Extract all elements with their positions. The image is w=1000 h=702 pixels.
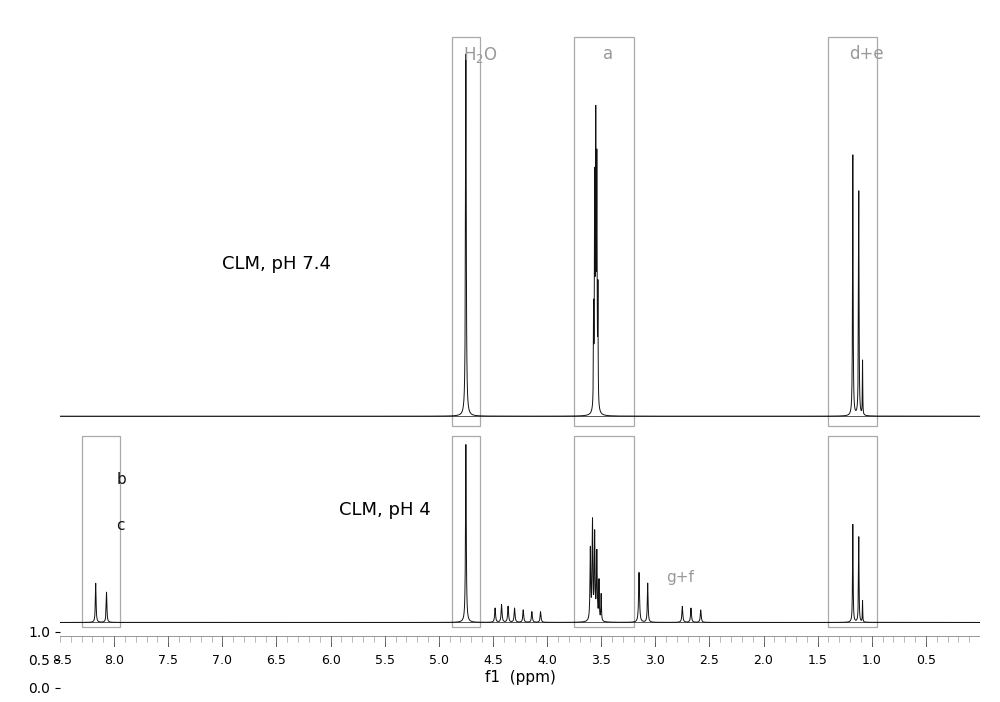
Text: 3.5: 3.5 — [591, 654, 611, 668]
Bar — [574, 37, 634, 425]
Bar — [452, 436, 480, 627]
Text: 4.0: 4.0 — [537, 654, 557, 668]
Text: 1.5: 1.5 — [808, 654, 828, 668]
Text: f1  (ppm): f1 (ppm) — [485, 670, 555, 685]
Text: g+f: g+f — [666, 570, 694, 585]
Text: a: a — [603, 45, 613, 62]
Bar — [828, 37, 877, 425]
Text: 6.0: 6.0 — [321, 654, 341, 668]
Bar — [574, 436, 634, 627]
Text: d+e: d+e — [850, 45, 884, 62]
Text: 5.0: 5.0 — [429, 654, 449, 668]
Bar — [82, 436, 120, 627]
Text: CLM, pH 4: CLM, pH 4 — [339, 501, 431, 519]
Text: 8.0: 8.0 — [104, 654, 124, 668]
Text: b: b — [116, 472, 126, 487]
Text: 2.5: 2.5 — [699, 654, 719, 668]
Text: 0.5: 0.5 — [916, 654, 936, 668]
Text: H$_2$O: H$_2$O — [463, 45, 497, 65]
Text: CLM, pH 7.4: CLM, pH 7.4 — [222, 255, 331, 273]
Text: 3.0: 3.0 — [645, 654, 665, 668]
Text: 7.0: 7.0 — [212, 654, 232, 668]
Text: 8.5: 8.5 — [52, 654, 72, 668]
Text: 1.0: 1.0 — [862, 654, 882, 668]
Text: 2.0: 2.0 — [754, 654, 773, 668]
Text: c: c — [116, 517, 125, 533]
Text: 4.5: 4.5 — [483, 654, 503, 668]
Text: 7.5: 7.5 — [158, 654, 178, 668]
Text: 5.5: 5.5 — [375, 654, 395, 668]
Text: 6.5: 6.5 — [267, 654, 286, 668]
Bar — [828, 436, 877, 627]
Bar — [452, 37, 480, 425]
